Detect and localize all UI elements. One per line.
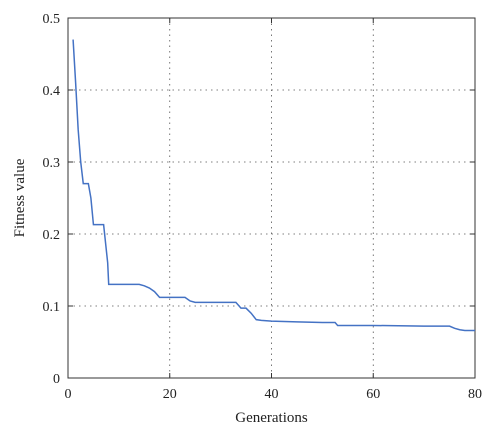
- y-tick-label: 0.4: [43, 84, 61, 99]
- y-tick-label: 0.5: [43, 12, 61, 27]
- plot-frame: [67, 17, 476, 379]
- x-tick-label: 0: [65, 387, 72, 402]
- y-tick-label: 0: [53, 372, 60, 387]
- x-tick-label: 80: [468, 387, 482, 402]
- x-tick-label: 20: [163, 387, 177, 402]
- y-tick-labels: 0 0.1 0.2 0.3 0.4 0.5: [43, 12, 61, 387]
- x-tick-label: 60: [366, 387, 380, 402]
- y-tick-label: 0.2: [43, 228, 61, 243]
- x-axis-title: Generations: [235, 410, 308, 426]
- series-line: [72, 39, 475, 332]
- axis-ticks: [67, 17, 476, 379]
- x-tick-labels: 0 20 40 60 80: [65, 387, 483, 402]
- y-axis-title: Fitness value: [12, 158, 28, 237]
- grid-lines: [68, 18, 475, 378]
- y-tick-label: 0.1: [43, 300, 61, 315]
- x-tick-label: 40: [265, 387, 279, 402]
- y-tick-label: 0.3: [43, 156, 61, 171]
